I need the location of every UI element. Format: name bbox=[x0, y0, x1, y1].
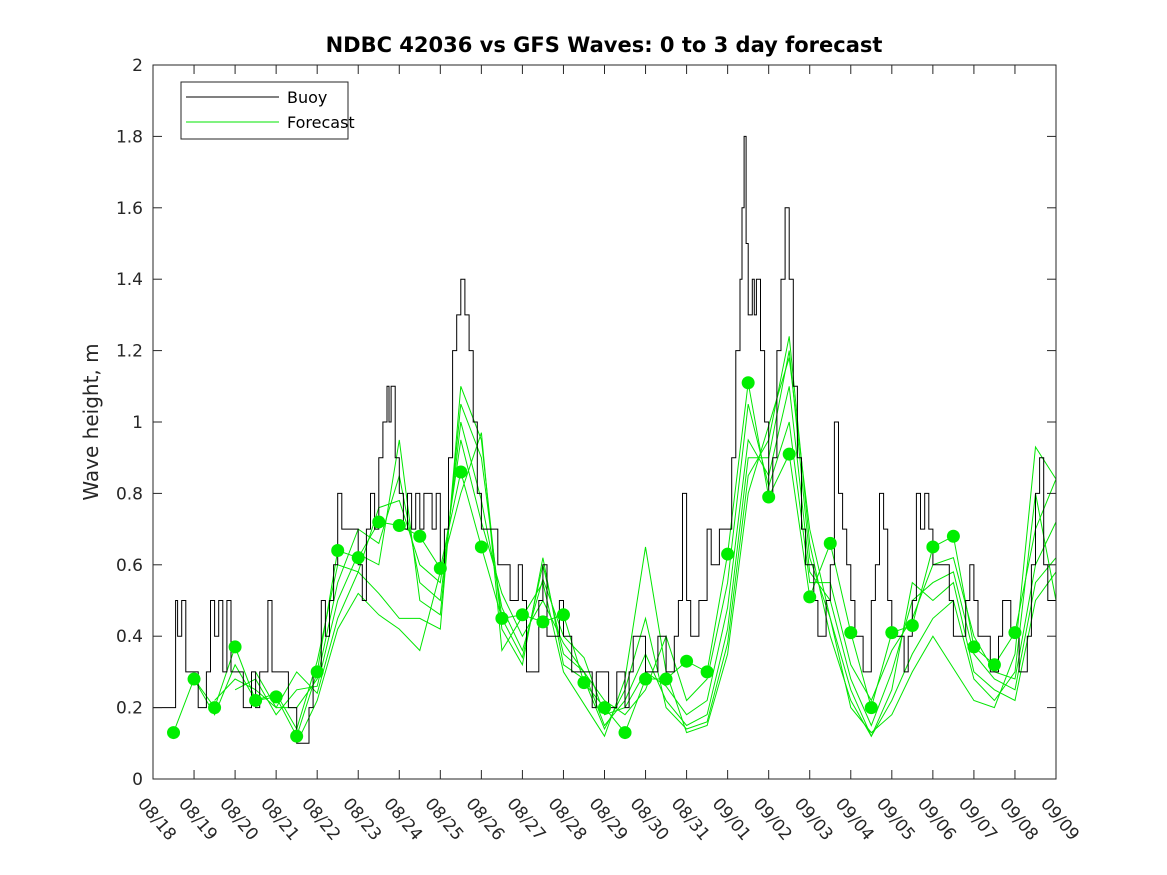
forecast-marker bbox=[700, 665, 714, 679]
y-tick-label: 0.2 bbox=[116, 699, 143, 719]
y-tick-label: 0 bbox=[132, 770, 143, 790]
forecast-marker bbox=[659, 672, 673, 686]
forecast-marker bbox=[372, 515, 386, 529]
plot-area bbox=[153, 65, 1056, 779]
x-tick-label: 09/09 bbox=[1036, 794, 1083, 844]
series-layer bbox=[153, 135, 1057, 744]
y-tick-label: 1.8 bbox=[116, 127, 143, 147]
forecast-line-3 bbox=[214, 386, 1057, 727]
y-tick-label: 1.6 bbox=[116, 199, 143, 219]
forecast-marker bbox=[577, 676, 591, 690]
forecast-marker bbox=[515, 608, 529, 622]
x-tick-label: 08/30 bbox=[626, 794, 673, 844]
x-tick-label: 09/01 bbox=[708, 794, 755, 844]
x-tick-label: 09/08 bbox=[995, 794, 1042, 844]
forecast-marker bbox=[249, 693, 263, 707]
forecast-marker bbox=[331, 544, 345, 558]
forecast-marker bbox=[680, 654, 694, 668]
forecast-marker bbox=[474, 540, 488, 554]
forecast-line-5 bbox=[255, 336, 1057, 738]
forecast-marker bbox=[762, 490, 776, 504]
x-tick-label: 08/23 bbox=[338, 794, 385, 844]
y-tick-label: 1 bbox=[132, 413, 143, 433]
x-tick-label: 09/03 bbox=[790, 794, 837, 844]
forecast-marker bbox=[864, 701, 878, 715]
forecast-line-6 bbox=[296, 357, 1057, 744]
forecast-marker bbox=[1008, 626, 1022, 640]
forecast-marker bbox=[926, 540, 940, 554]
forecast-marker bbox=[987, 658, 1001, 672]
x-tick-label: 09/04 bbox=[831, 794, 878, 844]
plot-background bbox=[153, 65, 1056, 779]
forecast-marker bbox=[454, 465, 468, 479]
x-tick-label: 08/28 bbox=[544, 794, 591, 844]
forecast-marker bbox=[167, 726, 181, 740]
forecast-marker bbox=[967, 640, 981, 654]
x-tick-label: 08/24 bbox=[379, 794, 426, 844]
legend: Buoy Forecast bbox=[180, 81, 355, 140]
x-tick-label: 08/25 bbox=[420, 794, 467, 844]
y-axis-label: Wave height, m bbox=[79, 343, 103, 500]
forecast-marker bbox=[208, 701, 222, 715]
forecast-marker bbox=[823, 536, 837, 550]
y-tick-label: 0.4 bbox=[116, 627, 143, 647]
forecast-marker bbox=[844, 626, 858, 640]
x-tick-label: 08/19 bbox=[174, 794, 221, 844]
forecast-marker bbox=[187, 672, 201, 686]
x-tick-label: 08/31 bbox=[667, 794, 714, 844]
x-tick-label: 08/29 bbox=[585, 794, 632, 844]
forecast-marker bbox=[556, 608, 570, 622]
x-tick-label: 09/02 bbox=[749, 794, 796, 844]
forecast-marker bbox=[885, 626, 899, 640]
x-tick-label: 08/20 bbox=[215, 794, 262, 844]
y-tick-label: 0.8 bbox=[116, 484, 143, 504]
forecast-marker bbox=[392, 519, 406, 533]
x-tick-label: 08/21 bbox=[256, 794, 303, 844]
forecast-marker bbox=[803, 590, 817, 604]
x-tick-label: 08/26 bbox=[462, 794, 509, 844]
forecast-marker bbox=[290, 729, 304, 743]
forecast-marker bbox=[905, 618, 919, 632]
forecast-marker bbox=[639, 672, 653, 686]
x-tick-label: 09/06 bbox=[913, 794, 960, 844]
forecast-marker bbox=[495, 611, 509, 625]
forecast-marker bbox=[721, 547, 735, 561]
x-tick-label: 08/27 bbox=[503, 794, 550, 844]
legend-buoy-label: Buoy bbox=[287, 88, 327, 107]
x-tick-label: 09/05 bbox=[872, 794, 919, 844]
chart-title: NDBC 42036 vs GFS Waves: 0 to 3 day fore… bbox=[326, 33, 883, 57]
x-tick-label: 08/18 bbox=[133, 794, 180, 844]
forecast-marker bbox=[351, 551, 365, 565]
forecast-marker bbox=[782, 447, 796, 461]
forecast-marker bbox=[536, 615, 550, 629]
x-tick-label: 08/22 bbox=[297, 794, 344, 844]
forecast-marker bbox=[618, 726, 632, 740]
y-tick-label: 1.4 bbox=[116, 270, 143, 290]
x-tick-label: 09/07 bbox=[954, 794, 1001, 844]
forecast-marker bbox=[741, 376, 755, 390]
forecast-marker bbox=[433, 561, 447, 575]
forecast-marker bbox=[269, 690, 283, 704]
forecast-marker bbox=[598, 701, 611, 715]
forecast-marker bbox=[946, 529, 960, 543]
legend-box bbox=[180, 81, 349, 140]
forecast-marker bbox=[310, 665, 324, 679]
y-tick-label: 1.2 bbox=[116, 342, 143, 362]
forecast-markers bbox=[167, 376, 1022, 743]
y-tick-label: 0.6 bbox=[116, 556, 143, 576]
forecast-marker bbox=[413, 529, 427, 543]
forecast-marker bbox=[228, 640, 242, 654]
buoy-line bbox=[153, 135, 1056, 744]
y-tick-label: 2 bbox=[132, 56, 143, 76]
legend-forecast-label: Forecast bbox=[287, 113, 355, 132]
